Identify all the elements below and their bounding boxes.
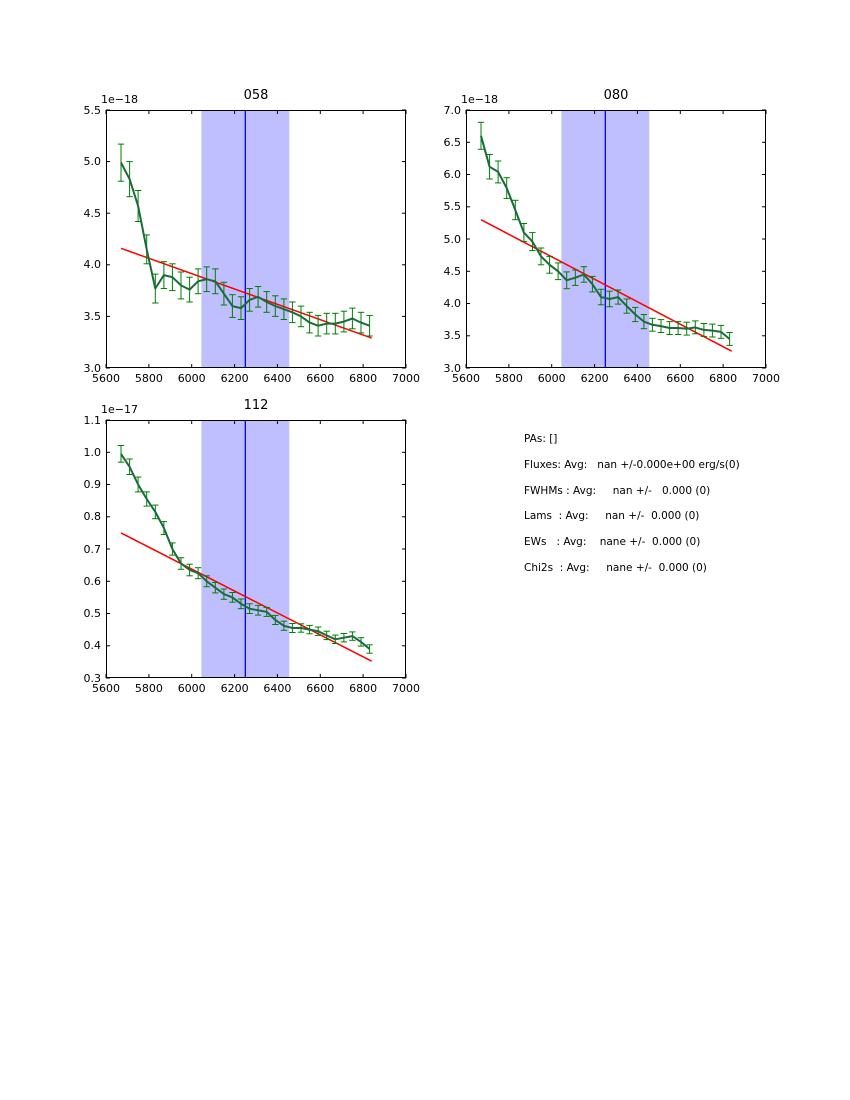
x-tick-label: 6400 (623, 372, 652, 385)
y-axis-offset-label: 1e−17 (101, 403, 138, 416)
y-tick-label: 4.0 (83, 258, 102, 272)
x-tick-label: 6800 (709, 372, 738, 385)
y-tick-label: 5.5 (443, 200, 462, 214)
axes-border (106, 110, 406, 368)
stats-line: EWs : Avg: nane +/- 0.000 (0) (524, 536, 701, 549)
stats-line: FWHMs : Avg: nan +/- 0.000 (0) (524, 484, 711, 497)
x-tick-label: 6400 (263, 372, 292, 385)
y-tick-label: 3.5 (83, 309, 102, 323)
x-tick-label: 6600 (666, 372, 695, 385)
error-bars (477, 121, 733, 346)
x-tick-label: 6800 (349, 682, 378, 695)
continuum-fit-line (120, 532, 373, 662)
y-tick-label: 0.9 (83, 478, 102, 491)
y-tick-label: 0.7 (83, 542, 102, 556)
spectrum-line (120, 162, 370, 327)
y-tick-label: 6.5 (443, 135, 462, 149)
y-tick-label: 4.5 (83, 206, 102, 220)
y-tick-label: 5.5 (83, 103, 102, 117)
stats-line: Fluxes: Avg: nan +/-0.000e+00 erg/s(0) (524, 458, 740, 471)
spectrum-line (120, 453, 371, 650)
x-tick-label: 6000 (177, 372, 206, 385)
y-axis-offset-label: 1e−18 (461, 93, 498, 106)
x-tick-label: 6800 (349, 372, 378, 385)
y-tick-label: 4.5 (443, 264, 462, 278)
x-tick-label: 7000 (752, 372, 780, 385)
x-tick-label: 6600 (306, 372, 335, 385)
plot-title: 080 (603, 88, 629, 103)
stats-line: PAs: [] (524, 433, 558, 445)
x-tick-label: 6200 (220, 682, 249, 695)
spectrum-plot-112: 112 1e−17 5600 5800 6000 6200 6400 6600 6800 7000… (84, 398, 421, 695)
y-tick-label: 4.0 (443, 297, 462, 310)
y-tick-label: 5.0 (83, 155, 102, 169)
y-tick-label: 3.0 (83, 361, 102, 375)
x-tick-label: 7000 (392, 682, 420, 695)
y-tick-label: 0.5 (83, 607, 102, 620)
x-tick-label: 5800 (494, 372, 523, 385)
y-tick-label: 1.1 (83, 413, 102, 427)
plot-title: 058 (243, 88, 269, 103)
x-tick-label: 5600 (92, 682, 120, 695)
stats-line: Lams : Avg: nan +/- 0.000 (0) (524, 510, 700, 523)
x-tick-label: 7000 (392, 372, 420, 385)
y-tick-label: 6.0 (443, 168, 462, 181)
x-tick-label: 6000 (177, 682, 206, 695)
plot-title: 112 (243, 398, 269, 413)
spectrum-plot-058: 058 1e−18 5600 5800 6000 6200 6400 6600 6800 7000… (84, 88, 421, 385)
x-tick-label: 6600 (306, 682, 335, 695)
x-tick-label: 5800 (134, 682, 163, 695)
plot-area (105, 419, 407, 679)
y-tick-label: 5.0 (443, 232, 462, 246)
axes-border (106, 420, 406, 678)
spectrum-plot-080: 080 1e−18 5600 5800 6000 6200 6400 6600 6800 7000… (444, 88, 781, 385)
y-tick-label: 3.0 (443, 361, 462, 375)
y-tick-label: 0.6 (83, 574, 102, 588)
x-tick-label: 6400 (263, 682, 292, 695)
x-tick-label: 6200 (220, 372, 249, 385)
x-tick-label: 6200 (580, 372, 609, 385)
plot-area (465, 109, 767, 369)
stats-line: Chi2s : Avg: nane +/- 0.000 (0) (524, 561, 707, 574)
y-tick-label: 0.3 (83, 671, 102, 685)
y-axis-offset-label: 1e−18 (101, 93, 138, 106)
plot-area (105, 109, 407, 369)
y-tick-label: 1.0 (83, 445, 102, 459)
x-tick-label: 5600 (452, 372, 480, 385)
x-tick-label: 5600 (92, 372, 120, 385)
spectrum-line (480, 135, 731, 340)
x-tick-label: 6000 (537, 372, 566, 385)
x-tick-label: 5800 (134, 372, 163, 385)
y-tick-label: 0.8 (83, 510, 102, 524)
axes-border (466, 110, 766, 368)
stats-panel: PAs: [] Fluxes: Avg: nan +/-0.000e+00 erg… (524, 427, 740, 582)
y-tick-label: 0.4 (83, 639, 102, 653)
y-tick-label: 7.0 (443, 103, 462, 117)
y-tick-label: 3.5 (443, 329, 462, 343)
